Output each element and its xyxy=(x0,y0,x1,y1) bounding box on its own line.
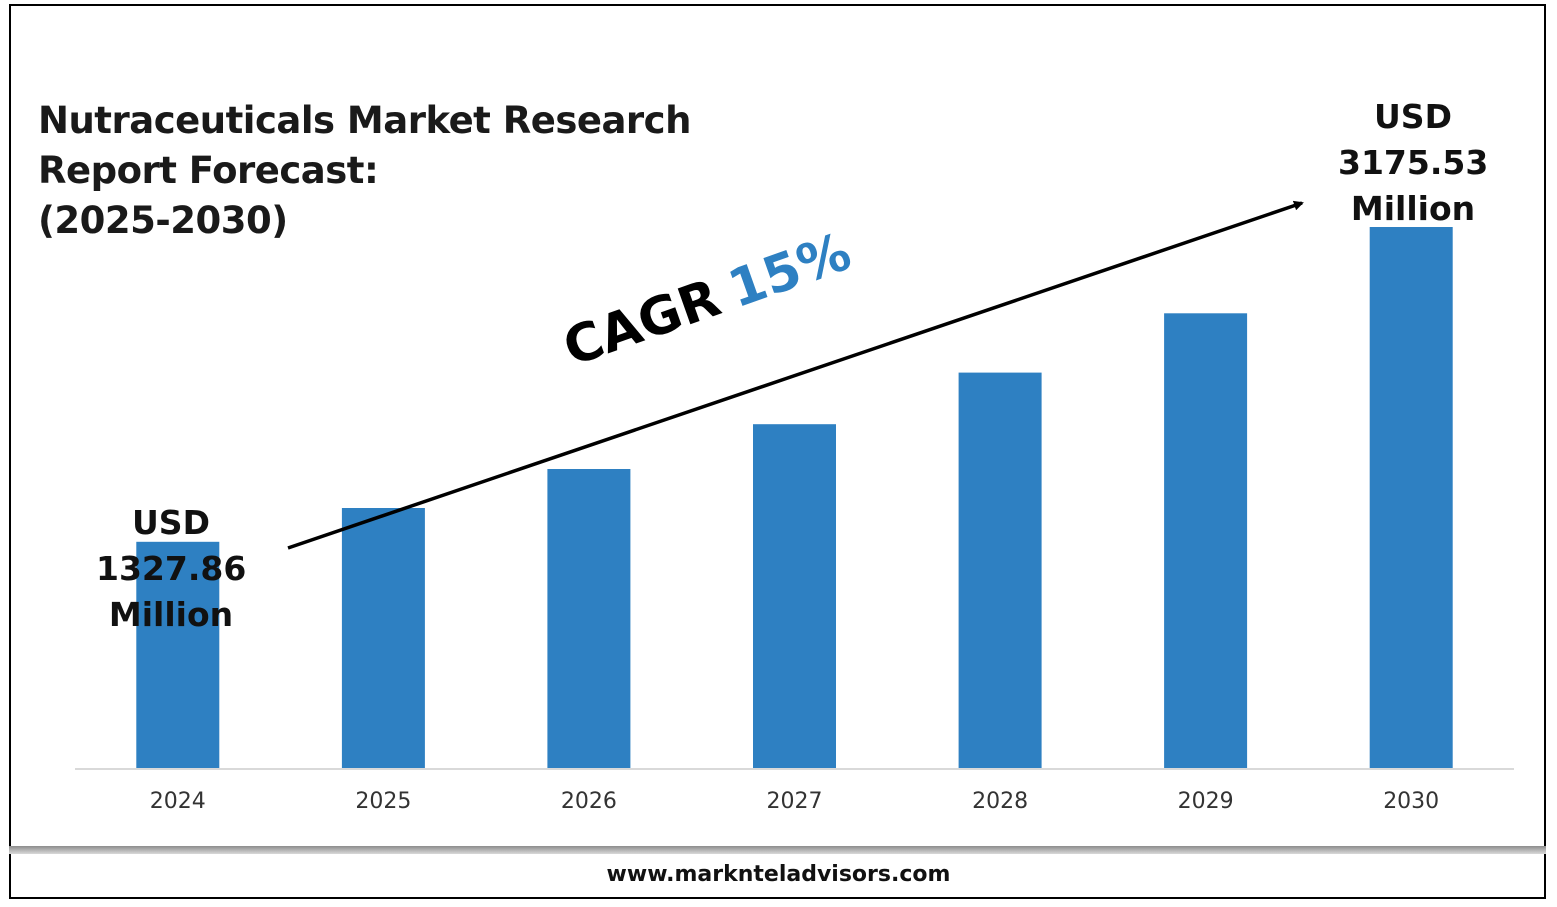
x-tick-label-2025: 2025 xyxy=(355,789,411,814)
end-value-callout: USD 3175.53 Million xyxy=(1338,94,1488,232)
start-unit: Million xyxy=(108,595,234,634)
x-tick-label-2029: 2029 xyxy=(1178,789,1234,814)
x-tick-label-2028: 2028 xyxy=(972,789,1028,814)
end-value: 3175.53 xyxy=(1338,143,1489,182)
x-tick-label-2027: 2027 xyxy=(767,789,823,814)
end-currency: USD xyxy=(1374,97,1452,136)
bar-2028 xyxy=(958,372,1042,768)
bar-2029 xyxy=(1164,313,1248,768)
bar-2024 xyxy=(136,541,220,768)
trend-arrow xyxy=(287,200,1304,550)
chart-title: Nutraceuticals Market Research Report Fo… xyxy=(38,96,691,246)
start-value: 1327.86 xyxy=(96,549,247,588)
footer-divider xyxy=(9,846,1546,854)
bar-2025 xyxy=(341,508,425,768)
bar-2026 xyxy=(547,469,631,768)
x-tick-label-2030: 2030 xyxy=(1383,789,1439,814)
chart-frame xyxy=(9,4,1546,899)
start-currency: USD xyxy=(132,503,210,542)
x-tick-label-2026: 2026 xyxy=(561,789,617,814)
title-line-3: (2025-2030) xyxy=(38,199,288,242)
footer-url: www.marknteladvisors.com xyxy=(606,862,951,887)
title-line-1: Nutraceuticals Market Research xyxy=(38,99,691,142)
bar-2027 xyxy=(753,424,836,768)
end-unit: Million xyxy=(1350,189,1476,228)
title-line-2: Report Forecast: xyxy=(38,149,379,192)
x-tick-label-2024: 2024 xyxy=(150,789,206,814)
start-value-callout: USD 1327.86 Million xyxy=(96,500,246,638)
bar-2030 xyxy=(1369,227,1453,768)
